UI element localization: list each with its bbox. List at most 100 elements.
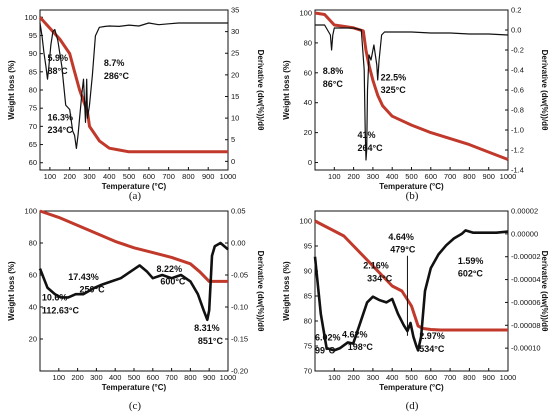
peak-annotation: 334°C — [367, 273, 393, 283]
x-axis-label: Temperature (°C) — [379, 182, 444, 191]
x-tick-label: 900 — [482, 373, 495, 382]
panel-label: (a) — [129, 190, 142, 202]
peak-annotation: 8.31% — [194, 323, 220, 333]
peak-annotation: 2.16% — [363, 261, 389, 271]
y2-tick-label: 5 — [231, 135, 235, 144]
chart-panel-4: 100 200 300 400 500 600 700 800 900 1000 70 75 80 85 9… — [282, 207, 549, 413]
y-tick-label: 20 — [29, 335, 37, 344]
y2-tick-label: -0.10 — [231, 303, 248, 312]
peak-annotation: 250°C — [79, 285, 105, 295]
peak-annotation: 112.63°C — [42, 305, 80, 315]
panel-label: (b) — [406, 190, 419, 202]
peak-annotation: 234°C — [48, 125, 74, 135]
y2-tick-label: 0.00002 — [511, 207, 538, 216]
y2-axis-label: Derivative (dw(%))/dθ — [540, 251, 549, 332]
y-tick-label: 60 — [304, 68, 312, 77]
y2-tick-label: -0.6 — [511, 86, 524, 95]
x-tick-label: 200 — [63, 172, 76, 181]
peak-annotation: 479°C — [390, 245, 416, 255]
x-tick-label: 200 — [347, 172, 360, 181]
peak-annotation: 325°C — [381, 85, 407, 95]
y2-tick-label: 0.05 — [231, 207, 246, 216]
y2-axis-label: Derivative (dw(%))/dθ — [256, 50, 265, 131]
y2-tick-label: -0.2 — [511, 46, 524, 55]
x-tick-label: 700 — [444, 373, 457, 382]
y-tick-label: 80 — [29, 239, 37, 248]
y-tick-label: 85 — [304, 292, 312, 301]
y-tick-label: 100 — [299, 8, 312, 17]
peak-annotation: 16.3% — [48, 112, 74, 122]
peak-annotation: 99°C — [315, 345, 336, 355]
x-tick-label: 1000 — [220, 172, 237, 181]
x-tick-label: 1000 — [500, 172, 517, 181]
x-tick-label: 100 — [328, 172, 341, 181]
y-tick-label: 75 — [304, 342, 312, 351]
y2-tick-label: -0.8 — [511, 106, 524, 115]
x-tick-label: 100 — [328, 373, 341, 382]
y-tick-label: 40 — [29, 303, 37, 312]
y-axis-label: Weight loss (%) — [282, 60, 291, 120]
weight-loss-curve — [314, 11, 509, 161]
y-tick-label: 0 — [308, 158, 312, 167]
y-tick-label: 80 — [29, 86, 37, 95]
x-tick-label: 300 — [83, 172, 96, 181]
y-tick-label: 80 — [304, 317, 312, 326]
x-tick-label: 800 — [182, 172, 195, 181]
x-tick-label: 100 — [53, 373, 66, 382]
x-tick-label: 700 — [162, 172, 175, 181]
peak-annotation: 10.6% — [42, 293, 68, 303]
panel-label: (c) — [129, 400, 142, 412]
x-tick-label: 600 — [425, 373, 438, 382]
x-tick-label: 300 — [367, 172, 380, 181]
chart-panel-1: 100 200 300 400 500 600 700 800 900 1000606570758… — [7, 6, 265, 203]
y-tick-label: 40 — [304, 98, 312, 107]
x-tick-label: 500 — [128, 373, 141, 382]
y-axis-label: Weight loss (%) — [7, 60, 16, 120]
peak-annotation: 264°C — [357, 143, 383, 153]
x-tick-label: 900 — [482, 172, 495, 181]
peak-annotation: 6.02% — [315, 333, 341, 343]
y-tick-label: 70 — [29, 122, 37, 131]
peak-annotation: 198°C — [348, 342, 374, 352]
peak-annotation: 600°C — [160, 277, 186, 287]
y2-tick-label: -1.4 — [511, 166, 524, 175]
peak-annotation: 8.8% — [323, 66, 344, 76]
x-tick-label: 400 — [109, 373, 122, 382]
y-axis-label: Weight loss (%) — [282, 261, 291, 321]
y2-tick-label: -0.15 — [231, 335, 248, 344]
x-axis-label: Temperature (°C) — [102, 182, 167, 191]
y-tick-label: 60 — [29, 158, 37, 167]
peak-annotation: 17.43% — [68, 272, 99, 282]
x-tick-label: 800 — [463, 172, 476, 181]
y2-tick-label: 15 — [231, 92, 239, 101]
peak-annotation: 86°C — [323, 79, 344, 89]
x-tick-label: 400 — [103, 172, 116, 181]
x-tick-label: 900 — [203, 373, 216, 382]
y2-tick-label: 0.2 — [511, 6, 521, 15]
y-tick-label: 65 — [29, 140, 37, 149]
y-axis-label: Weight loss (%) — [7, 261, 16, 321]
y2-axis-label: Derivative (dw(%))/dθ — [540, 50, 549, 131]
derivative-curve — [313, 229, 509, 352]
x-tick-label: 500 — [405, 373, 418, 382]
y-tick-label: 90 — [29, 49, 37, 58]
weight-loss-curve — [38, 16, 228, 154]
peak-annotation: 5.9% — [48, 53, 69, 63]
y2-tick-label: -1.0 — [511, 126, 524, 135]
x-tick-label: 900 — [202, 172, 215, 181]
peak-annotation: 4.62% — [342, 329, 368, 339]
y-tick-label: 100 — [299, 217, 312, 226]
y2-tick-label: -0.00006 — [511, 298, 541, 307]
derivative-curve — [39, 22, 228, 149]
peak-annotation: 22.5% — [381, 72, 407, 82]
y-tick-label: 85 — [29, 67, 37, 76]
y-tick-label: 75 — [29, 104, 37, 113]
peak-annotation: 602°C — [458, 269, 484, 279]
y-tick-label: 100 — [24, 13, 37, 22]
y2-tick-label: 10 — [231, 114, 239, 123]
x-tick-label: 400 — [386, 373, 399, 382]
peak-annotation: 4.64% — [388, 232, 414, 242]
chart-panel-3: 100 200 300 400 500 600 700 800 900 1000 20 40 60 80 1… — [7, 207, 265, 413]
peak-annotation: 2.97% — [419, 331, 445, 341]
